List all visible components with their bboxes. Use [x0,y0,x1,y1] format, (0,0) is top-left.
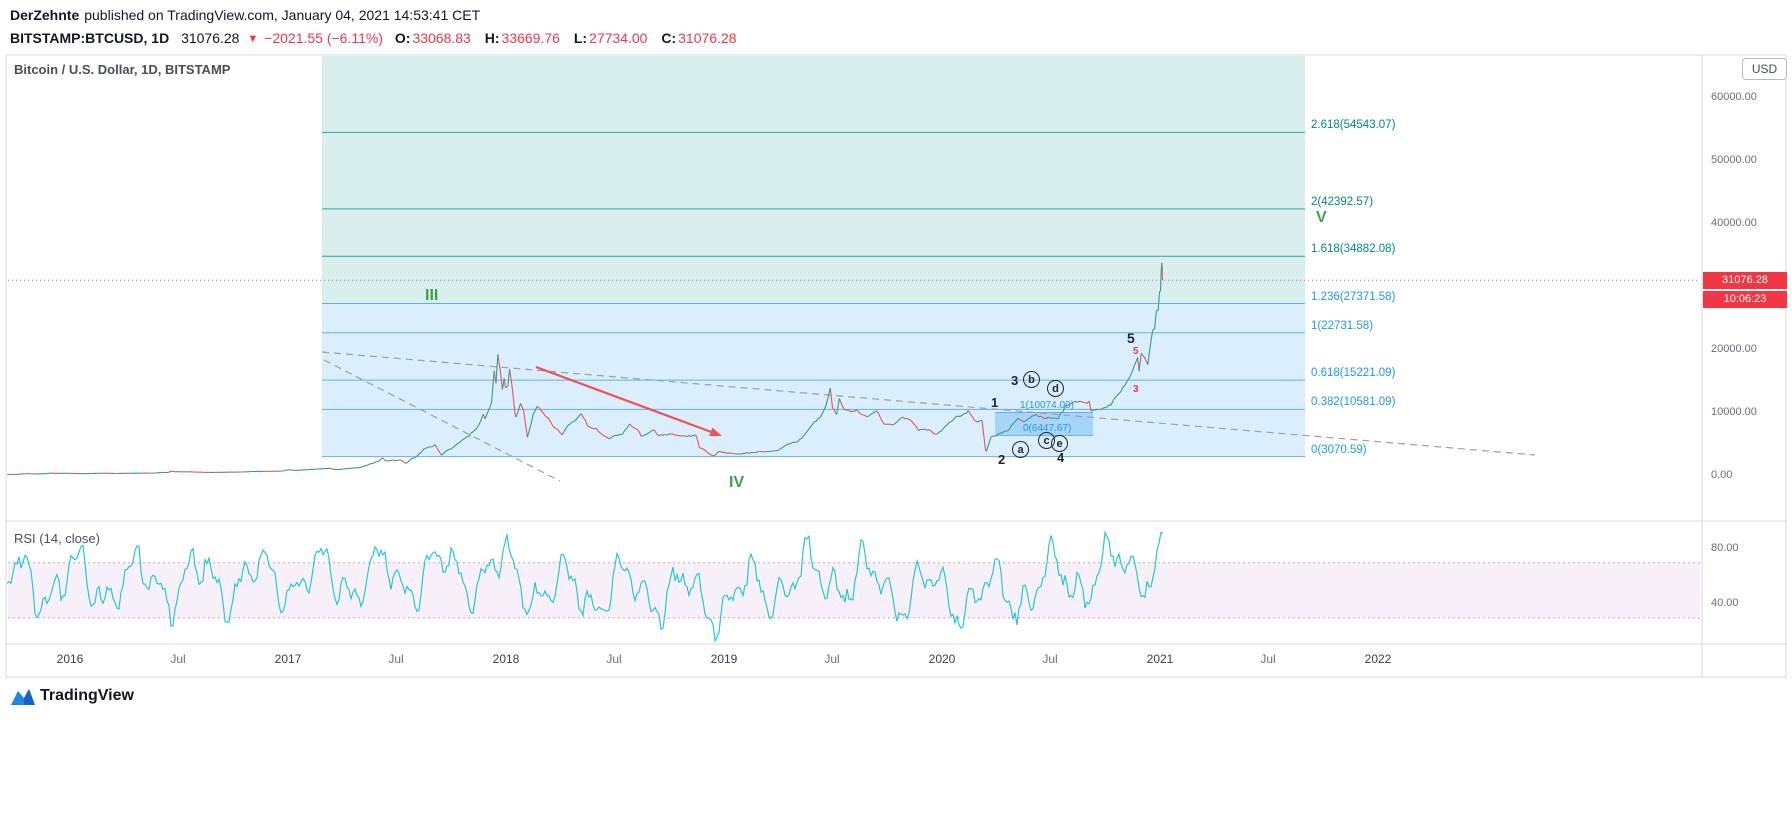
symbol-interval: BITSTAMP:BTCUSD, 1D [10,30,170,46]
wave-label-V: V [1316,209,1327,226]
time-axis-label[interactable]: 2017 [274,652,302,666]
price-axis-label[interactable]: 10000.00 [1711,406,1757,418]
symbol-ohlc-row: BITSTAMP:BTCUSD, 1D 31076.28 ▼ −2021.55 … [10,30,741,46]
fib-level-label: 1(22731.58) [1311,320,1374,332]
last-price-badge: 31076.28 [1703,272,1787,289]
wave-label-IV: IV [729,474,745,491]
tradingview-logo-icon [11,689,35,705]
ohlc-high: H: 33669.76 [484,30,560,46]
minor-fib-label: 0(6447.67) [1023,423,1072,434]
ohlc-open: O: 33068.83 [394,30,471,46]
wave-label-5: 5 [1127,330,1135,346]
author-name: DerZehnte [10,7,80,23]
ohlc-low: L: 27734.00 [573,30,648,46]
rsi-axis-label[interactable]: 40.00 [1711,597,1739,609]
time-axis-label[interactable]: 2022 [1364,652,1392,666]
time-axis-label[interactable]: Jul [1260,652,1276,666]
time-axis-label[interactable]: 2021 [1146,652,1174,666]
tradingview-brand-link[interactable]: TradingView [40,687,134,704]
time-axis-label[interactable]: 2018 [492,652,520,666]
time-axis-label[interactable]: Jul [1042,652,1058,666]
price-axis-label[interactable]: 60000.00 [1711,91,1757,103]
wave-label-3: 3 [1011,373,1019,388]
fib-level-label: 1.236(27371.58) [1311,291,1396,303]
time-axis-label[interactable]: Jul [170,652,186,666]
wave-circle-b: b [1023,371,1040,388]
time-axis-label[interactable]: Jul [388,652,404,666]
wave-label-2: 2 [998,452,1006,467]
fib-level-label: 1.618(34882.08) [1311,243,1396,255]
down-triangle-icon: ▼ [247,33,259,45]
fib-level-label: 2.618(54543.07) [1311,119,1396,131]
fib-level-label: 0(3070.59) [1311,444,1367,456]
last-price: 31076.28 [181,30,240,46]
wave-label-4: 4 [1057,450,1065,465]
wave-minor-5: 5 [1133,346,1139,357]
bar-countdown-badge: 10:06:23 [1703,291,1787,308]
publish-text: published on TradingView.com, January 04… [84,7,481,23]
chart-legend-title[interactable]: Bitcoin / U.S. Dollar, 1D, BITSTAMP [14,62,231,77]
time-axis-label[interactable]: Jul [606,652,622,666]
wave-minor-3: 3 [1133,384,1139,395]
fib-level-label: 0.618(15221.09) [1311,367,1396,379]
publish-info: DerZehnte published on TradingView.com, J… [10,7,480,23]
ohlc-close: C: 31076.28 [661,30,737,46]
time-axis-label[interactable]: Jul [824,652,840,666]
time-axis-label[interactable]: 2020 [928,652,956,666]
wave-label-III: III [425,287,439,304]
time-axis-label[interactable]: 2016 [56,652,84,666]
currency-toggle-button[interactable]: USD [1742,58,1787,80]
price-axis-label[interactable]: 0.00 [1711,469,1733,481]
fib-level-label: 0.382(10581.09) [1311,396,1396,408]
price-axis-label[interactable]: 40000.00 [1711,217,1757,229]
wave-circle-e: e [1051,435,1068,452]
wave-circle-d: d [1047,380,1064,397]
wave-circle-a: a [1012,441,1029,458]
minor-fib-label: 1(10074.09) [1020,400,1074,411]
fib-level-label: 2(42392.57) [1311,196,1374,208]
price-change: −2021.55 (−6.11%) [264,30,383,46]
price-axis-label[interactable]: 20000.00 [1711,343,1757,355]
rsi-indicator-label[interactable]: RSI (14, close) [14,531,100,546]
rsi-axis-label[interactable]: 80.00 [1711,542,1739,554]
price-axis-label[interactable]: 50000.00 [1711,154,1757,166]
wave-label-1: 1 [991,395,999,410]
time-axis-label[interactable]: 2019 [710,652,738,666]
